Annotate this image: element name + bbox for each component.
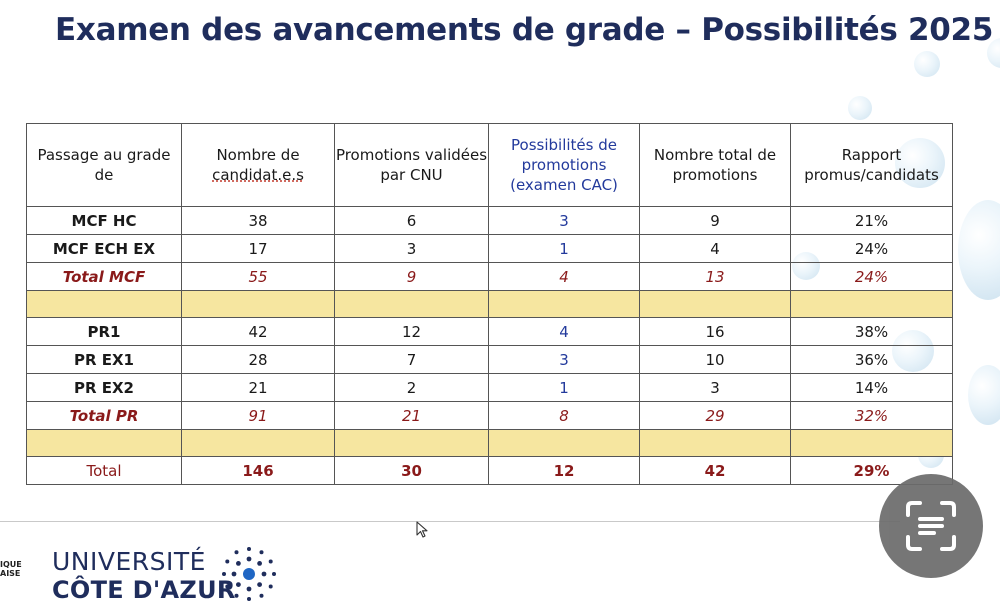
subtotal-row: Total PR 91 21 8 29 32% — [26, 401, 953, 430]
cell-candidates: 17 — [181, 234, 335, 263]
cell-candidates: 91 — [181, 401, 335, 430]
table-row: PR1 42 12 4 16 38% — [26, 317, 953, 346]
cell-total: 42 — [639, 456, 791, 485]
row-label: PR EX1 — [26, 345, 182, 374]
cell-total: 3 — [639, 373, 791, 402]
spacer-cell — [26, 429, 182, 457]
dotted-circle-logo-icon — [222, 547, 276, 601]
table-header-row: Passage au grade de Nombre de candidat.e.… — [26, 123, 953, 207]
cell-cnu: 30 — [334, 456, 489, 485]
cell-candidates: 42 — [181, 317, 335, 346]
table-row: MCF HC 38 6 3 9 21% — [26, 206, 953, 235]
row-label: MCF ECH EX — [26, 234, 182, 263]
cell-total: 4 — [639, 234, 791, 263]
cell-cac: 12 — [488, 456, 640, 485]
row-label: MCF HC — [26, 206, 182, 235]
spacer-row — [26, 429, 953, 457]
cell-ratio: 14% — [790, 373, 953, 402]
spacer-cell — [639, 429, 791, 457]
spacer-cell — [639, 290, 791, 318]
table-row: PR EX2 21 2 1 3 14% — [26, 373, 953, 402]
spacer-cell — [334, 429, 489, 457]
cell-cnu: 2 — [334, 373, 489, 402]
cell-cnu: 21 — [334, 401, 489, 430]
header-total: Nombre total de promotions — [639, 123, 791, 207]
decorative-bubble — [968, 365, 1000, 425]
decorative-bubble — [914, 51, 940, 77]
spacer-cell — [181, 429, 335, 457]
cell-ratio: 24% — [790, 234, 953, 263]
slide-title: Examen des avancements de grade – Possib… — [55, 12, 994, 48]
subtotal-row: Total MCF 55 9 4 13 24% — [26, 262, 953, 291]
row-label: PR EX2 — [26, 373, 182, 402]
cell-cac: 3 — [488, 206, 640, 235]
header-ratio: Rapport promus/candidats — [790, 123, 953, 207]
spacer-cell — [26, 290, 182, 318]
spacer-cell — [790, 290, 953, 318]
spacer-cell — [181, 290, 335, 318]
grand-total-row: Total 146 30 12 42 29% — [26, 456, 953, 485]
row-label: PR1 — [26, 317, 182, 346]
cell-cnu: 3 — [334, 234, 489, 263]
row-label: Total MCF — [26, 262, 182, 291]
spacer-cell — [334, 290, 489, 318]
cell-cac: 1 — [488, 373, 640, 402]
cell-candidates: 146 — [181, 456, 335, 485]
cell-total: 10 — [639, 345, 791, 374]
row-label: Total PR — [26, 401, 182, 430]
cell-ratio: 32% — [790, 401, 953, 430]
cell-cac: 4 — [488, 262, 640, 291]
cell-cac: 4 — [488, 317, 640, 346]
header-cnu: Promotions validées par CNU — [334, 123, 489, 207]
cell-total: 16 — [639, 317, 791, 346]
decorative-bubble — [848, 96, 872, 120]
cell-ratio: 38% — [790, 317, 953, 346]
cell-candidates: 55 — [181, 262, 335, 291]
cell-ratio: 36% — [790, 345, 953, 374]
cell-cnu: 7 — [334, 345, 489, 374]
decorative-bubble — [958, 200, 1000, 300]
university-logo-text: UNIVERSITÉ CÔTE D'AZUR — [52, 547, 236, 605]
table-row: MCF ECH EX 17 3 1 4 24% — [26, 234, 953, 263]
promotion-table: Passage au grade de Nombre de candidat.e.… — [26, 123, 953, 485]
cell-total: 13 — [639, 262, 791, 291]
cell-cnu: 12 — [334, 317, 489, 346]
cell-candidates: 21 — [181, 373, 335, 402]
cell-cac: 1 — [488, 234, 640, 263]
header-cac: Possibilités de promotions (examen CAC) — [488, 123, 640, 207]
edge-cutoff-text: IQUE AISE — [0, 560, 22, 578]
cell-candidates: 28 — [181, 345, 335, 374]
cell-cnu: 6 — [334, 206, 489, 235]
spacer-row — [26, 290, 953, 318]
cell-cac: 3 — [488, 345, 640, 374]
cell-cnu: 9 — [334, 262, 489, 291]
mouse-cursor-icon — [416, 521, 428, 538]
cell-candidates: 38 — [181, 206, 335, 235]
table-row: PR EX1 28 7 3 10 36% — [26, 345, 953, 374]
spacer-cell — [790, 429, 953, 457]
spacer-cell — [488, 429, 640, 457]
footer-divider — [0, 521, 900, 522]
header-grade: Passage au grade de — [26, 123, 182, 207]
cell-total: 29 — [639, 401, 791, 430]
text-scan-icon — [906, 501, 956, 551]
university-name-line2: CÔTE D'AZUR — [52, 576, 236, 604]
decorative-bubble — [987, 38, 1000, 68]
row-label: Total — [26, 456, 182, 485]
spacer-cell — [488, 290, 640, 318]
header-candidates: Nombre de candidat.e.s — [181, 123, 335, 207]
university-name-line1: UNIVERSITÉ — [52, 547, 206, 576]
text-scan-lens-button[interactable] — [879, 474, 983, 578]
cell-total: 9 — [639, 206, 791, 235]
cell-cac: 8 — [488, 401, 640, 430]
cell-ratio: 24% — [790, 262, 953, 291]
cell-ratio: 21% — [790, 206, 953, 235]
